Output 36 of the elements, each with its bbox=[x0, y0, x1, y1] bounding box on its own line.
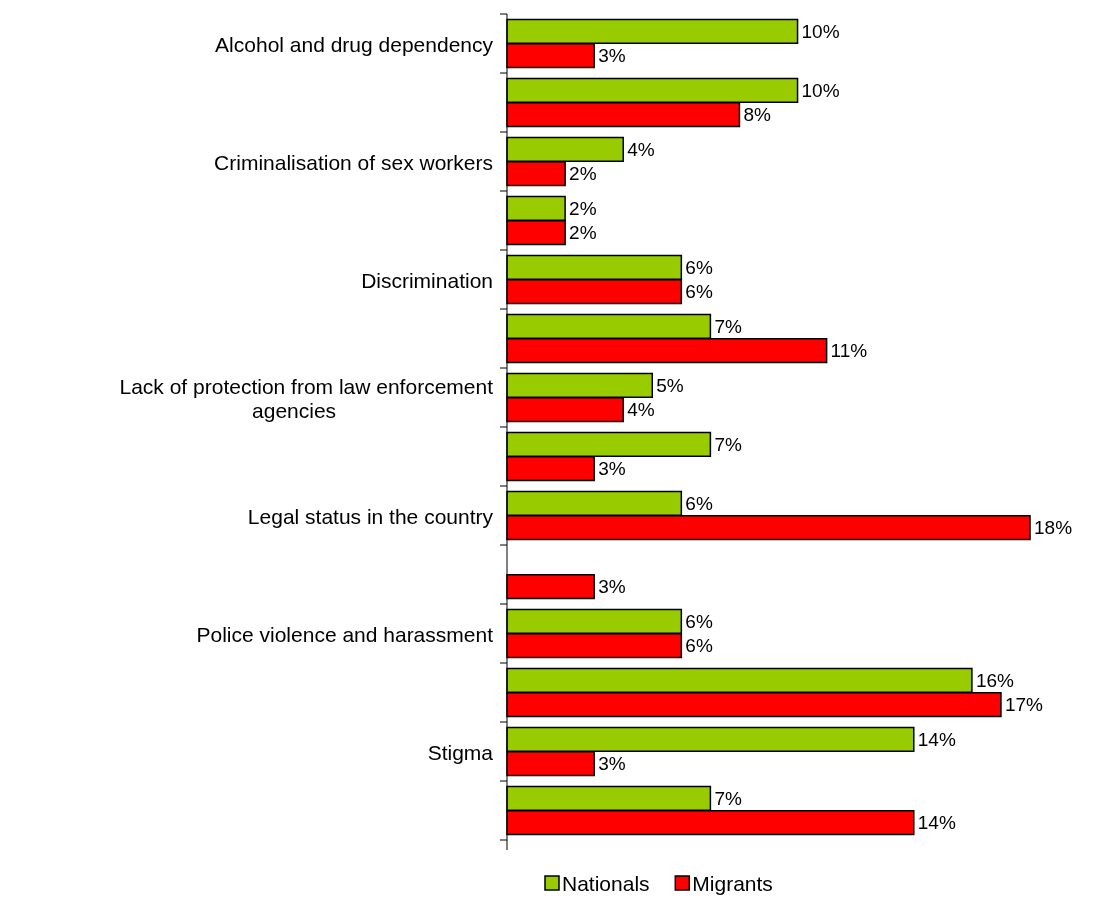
data-label: 6% bbox=[685, 610, 713, 632]
y-tick-label: Stigma bbox=[427, 740, 494, 763]
data-label: 14% bbox=[917, 812, 956, 834]
y-tick-label: Alcohol and drug dependency bbox=[215, 32, 494, 55]
data-label: 17% bbox=[1004, 694, 1044, 716]
data-label: 2% bbox=[569, 197, 597, 219]
y-tick-label: Legal status in the country bbox=[247, 504, 494, 527]
data-label: 3% bbox=[598, 458, 626, 480]
data-label: 10% bbox=[801, 79, 840, 101]
data-label: 6% bbox=[685, 492, 713, 514]
data-label: 6% bbox=[685, 281, 713, 303]
data-label: 6% bbox=[685, 635, 713, 657]
data-label: 2% bbox=[569, 163, 597, 185]
data-label: 3% bbox=[598, 576, 626, 598]
data-label: 10% bbox=[801, 20, 840, 42]
data-label: 2% bbox=[569, 222, 597, 244]
y-tick-label: Criminalisation of sex workers bbox=[214, 150, 493, 173]
data-label: 5% bbox=[656, 374, 684, 396]
data-label: 16% bbox=[975, 669, 1015, 691]
data-label: 4% bbox=[627, 138, 655, 160]
data-label: 3% bbox=[598, 45, 626, 67]
y-tick-label: Police violence and harassment bbox=[196, 622, 494, 645]
data-label: 4% bbox=[627, 399, 655, 421]
data-label: 7% bbox=[714, 787, 742, 809]
y-tick-label: Lack of protection from law enforcement agencies bbox=[119, 374, 494, 421]
data-label: 8% bbox=[743, 104, 772, 126]
legend-label: Nationals bbox=[562, 871, 650, 895]
data-label: 7% bbox=[714, 315, 742, 337]
legend-label: Migrants bbox=[692, 871, 773, 895]
data-label: 3% bbox=[598, 753, 626, 775]
data-label: 7% bbox=[714, 433, 742, 455]
y-tick-label: Discrimination bbox=[361, 268, 493, 291]
data-label: 11% bbox=[830, 340, 868, 362]
data-label: 6% bbox=[685, 256, 713, 278]
data-label: 18% bbox=[1034, 517, 1073, 539]
data-label: 14% bbox=[917, 728, 956, 750]
